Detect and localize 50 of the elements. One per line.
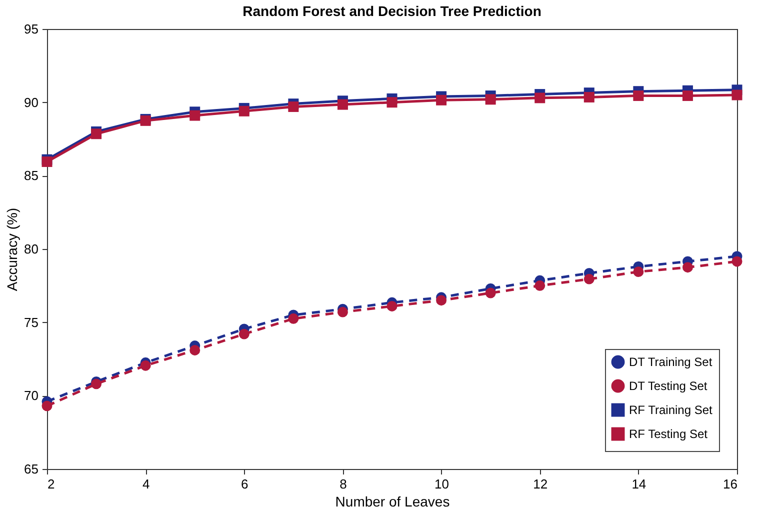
x-tick-label: 4 xyxy=(142,476,150,492)
point xyxy=(91,128,102,140)
point xyxy=(436,295,447,306)
y-tick-label: 80 xyxy=(24,242,38,256)
y-axis-title: Accuracy (%) xyxy=(4,208,20,292)
point xyxy=(238,328,250,340)
point xyxy=(682,90,693,101)
legend-label: DT Training Set xyxy=(629,355,713,369)
point xyxy=(386,300,398,312)
point xyxy=(288,101,299,112)
y-tick-label: 65 xyxy=(24,462,38,476)
point xyxy=(732,256,742,267)
x-tick-label: 10 xyxy=(434,476,450,492)
point xyxy=(436,94,447,106)
x-axis-title: Number of Leaves xyxy=(335,494,450,510)
x-tick-label: 16 xyxy=(723,476,738,492)
legend-label: RF Training Set xyxy=(629,403,714,417)
point xyxy=(42,400,52,412)
y-tick-label: 95 xyxy=(24,22,38,36)
y-tick-label: 90 xyxy=(24,94,38,110)
point xyxy=(190,110,200,121)
point xyxy=(190,344,200,356)
x-tick-label: 6 xyxy=(241,476,248,492)
y-tick-label: 75 xyxy=(24,314,38,330)
point xyxy=(337,99,348,110)
y-tick-label: 70 xyxy=(24,388,38,404)
chart-title: Random Forest and Decision Tree Prediction xyxy=(242,3,542,19)
point xyxy=(732,90,742,100)
point xyxy=(238,106,250,116)
point xyxy=(386,97,398,108)
x-tick-label: 12 xyxy=(533,476,548,492)
point xyxy=(485,288,496,298)
legend-label: RF Testing Set xyxy=(629,427,708,441)
point xyxy=(584,274,594,284)
x-tick-label: 8 xyxy=(340,476,347,492)
point xyxy=(534,280,546,291)
point xyxy=(633,266,644,277)
x-tick-label: 2 xyxy=(48,476,55,492)
point xyxy=(682,262,693,273)
point xyxy=(91,378,102,390)
point xyxy=(140,360,151,371)
y-tick-label: 85 xyxy=(24,168,38,184)
point xyxy=(584,92,594,102)
point xyxy=(337,306,348,318)
point xyxy=(288,313,299,324)
legend-label: DT Testing Set xyxy=(629,379,708,393)
point xyxy=(485,94,496,105)
point xyxy=(633,90,644,101)
x-tick-label: 14 xyxy=(632,476,646,492)
point xyxy=(534,92,546,104)
